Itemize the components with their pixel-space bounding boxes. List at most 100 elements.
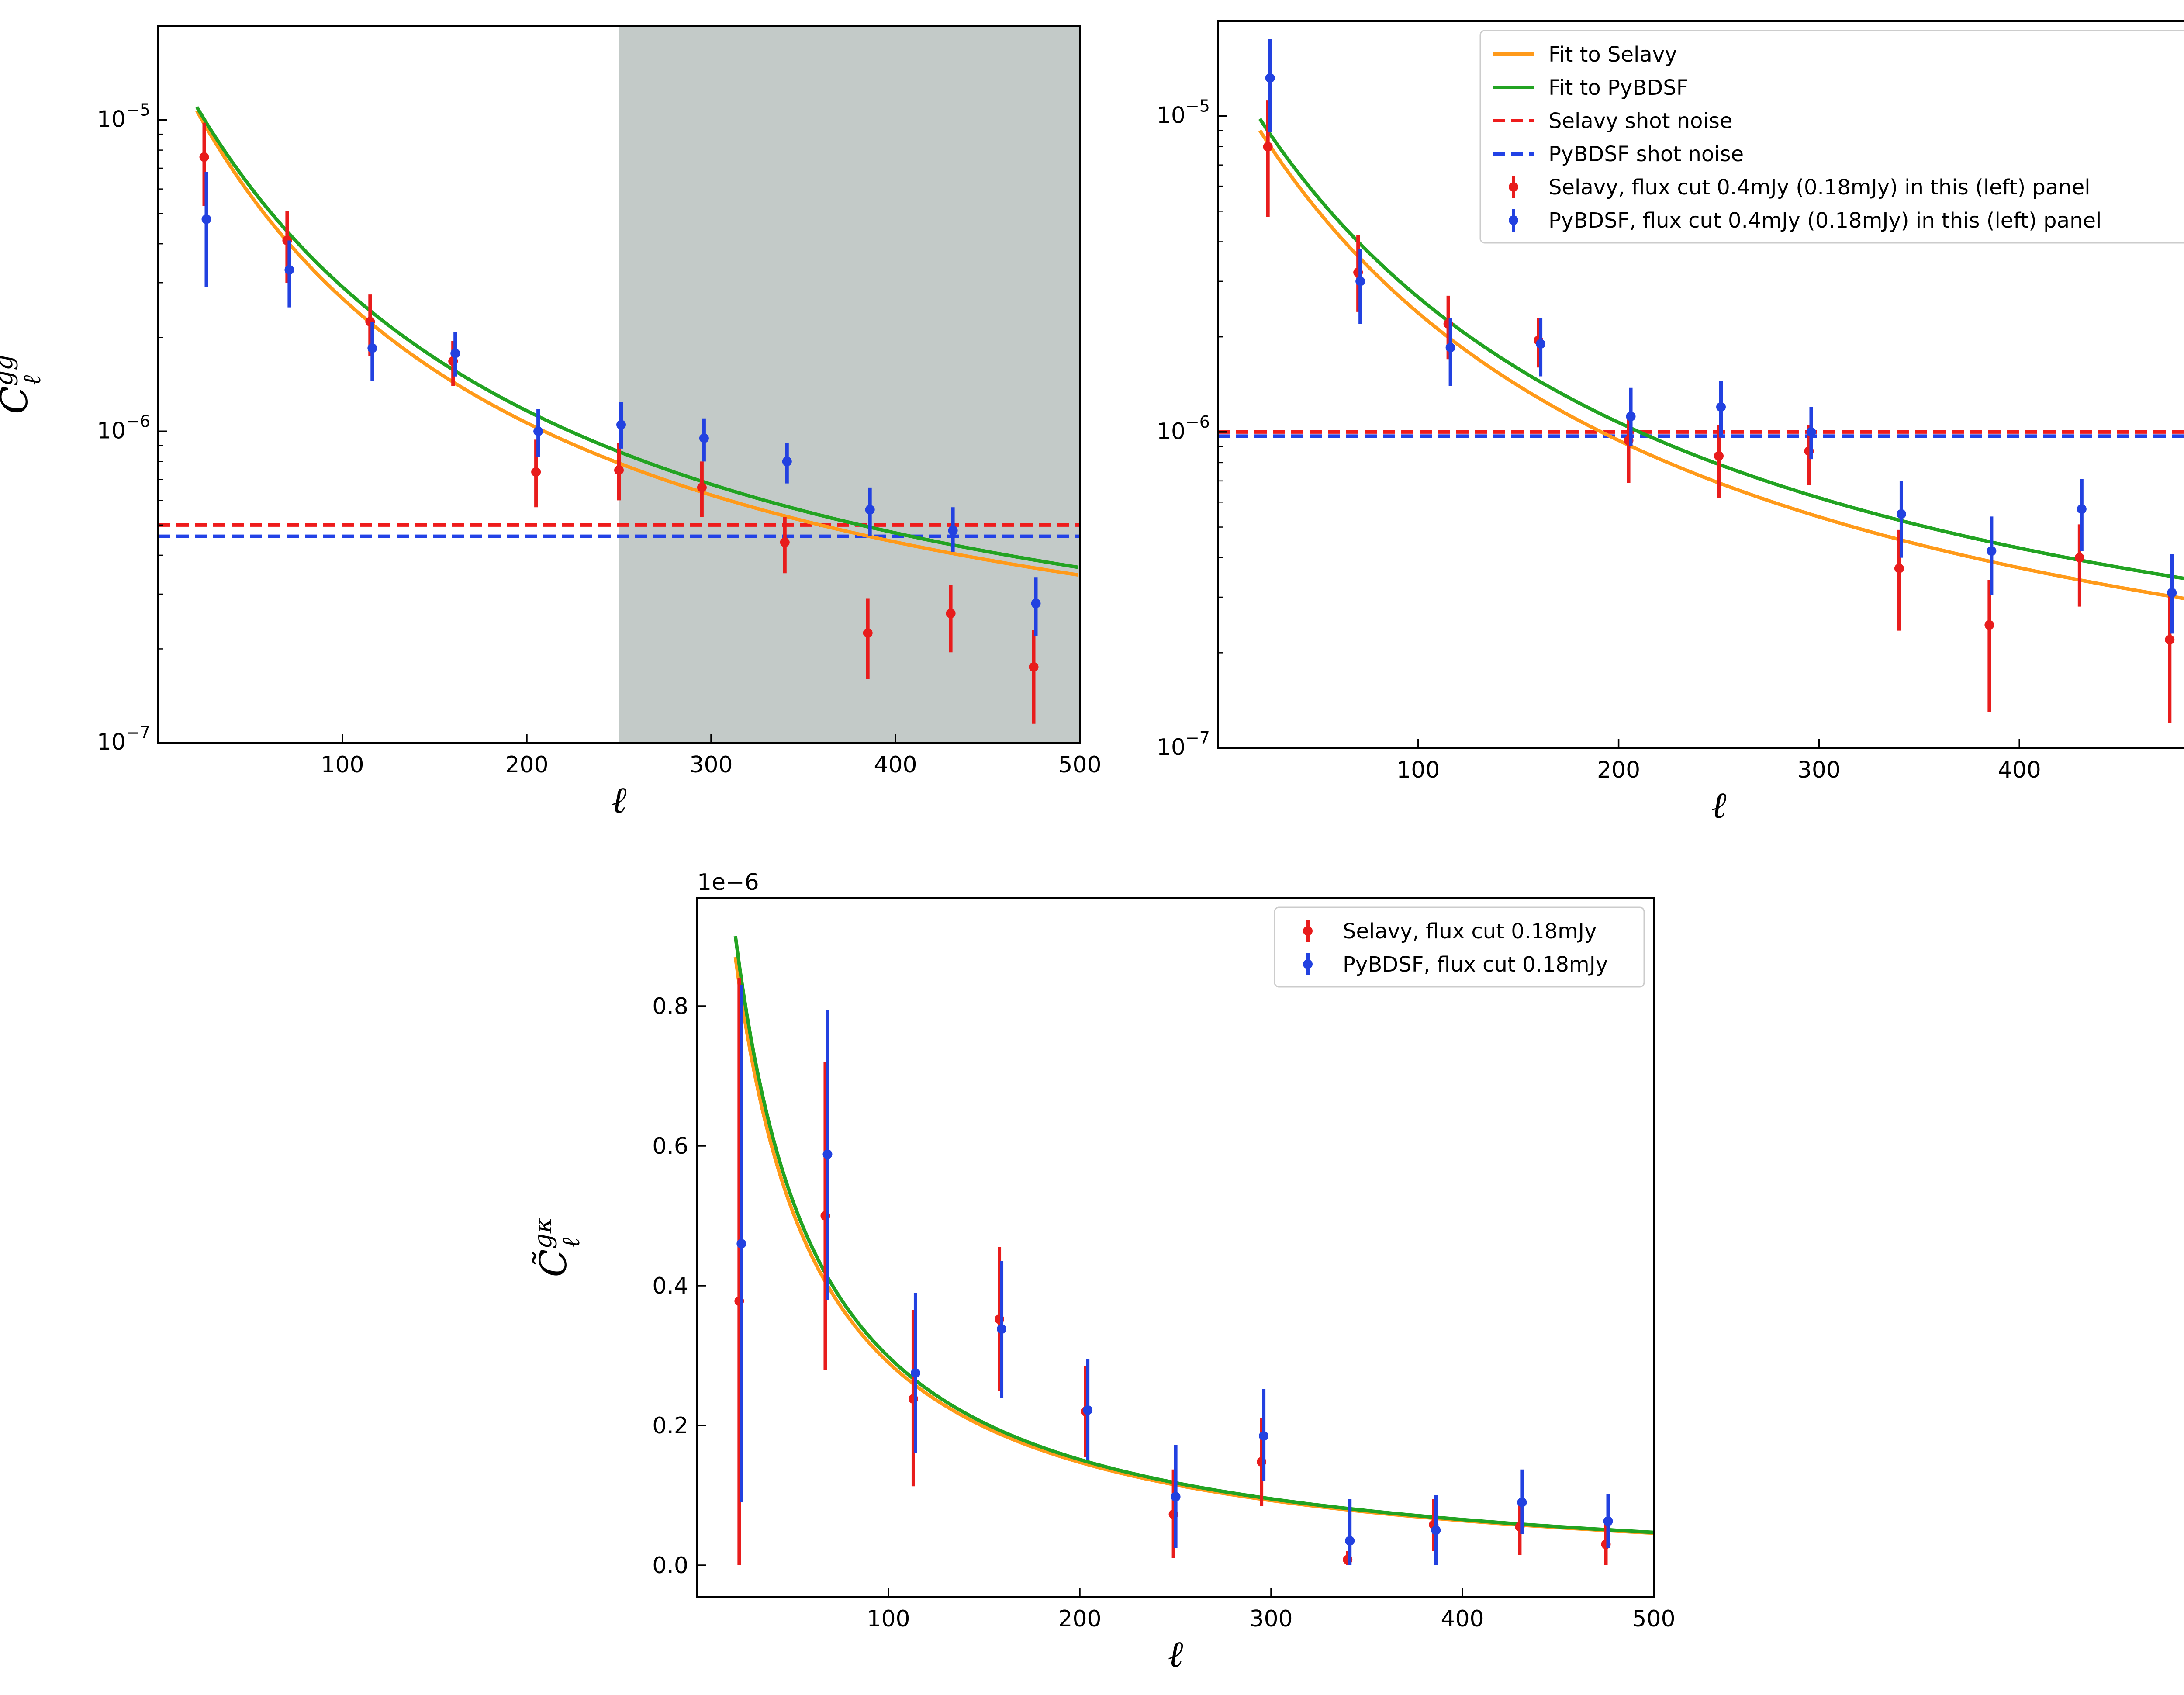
y-tick-exponent: −7 (126, 723, 150, 742)
fit-pybdsf-curve (1258, 118, 2184, 581)
pybdsf-point (533, 426, 543, 436)
plot-area (1218, 39, 2184, 723)
pybdsf-point (1626, 412, 1636, 422)
pybdsf-point (699, 433, 709, 443)
pybdsf-point (910, 1368, 920, 1378)
y-tick-label: 10−7 (1157, 728, 1210, 761)
legend: Selavy, flux cut 0.18mJy PyBDSF, flux cut… (1274, 906, 1645, 988)
plot-area (733, 936, 1654, 1565)
y-tick-label: 0.0 (652, 1553, 688, 1579)
x-tick-label: 300 (689, 752, 733, 778)
y-tick-exponent: −6 (126, 412, 150, 431)
plot-frame (157, 25, 1081, 744)
legend-item: Selavy shot noise (1493, 109, 1732, 133)
selavy-point (1263, 142, 1273, 152)
y-tick-label: 0.8 (652, 993, 688, 1020)
y-tick-exponent: −5 (126, 100, 150, 120)
y-label-base: C̃ (0, 386, 36, 414)
selavy-point (614, 465, 624, 475)
selavy-point (1894, 564, 1904, 574)
pybdsf-point (1806, 427, 1816, 437)
x-tick-label: 200 (505, 752, 548, 778)
legend-marker-swatch (1509, 182, 1518, 192)
legend-item: PyBDSF shot noise (1493, 142, 1744, 166)
legend-label: PyBDSF shot noise (1548, 142, 1744, 166)
x-tick-label: 300 (1249, 1606, 1292, 1632)
legend-label: Selavy, flux cut 0.18mJy (1343, 919, 1597, 944)
masked-region (619, 26, 1080, 743)
pybdsf-point (1259, 1431, 1269, 1441)
pybdsf-point (1536, 339, 1546, 349)
x-tick-label: 400 (874, 752, 917, 778)
x-axis-label: ℓ (1711, 784, 1727, 827)
selavy-point (1029, 662, 1039, 672)
y-tick-label: 10−6 (1157, 412, 1210, 445)
x-axis-label: ℓ (1168, 1633, 1183, 1675)
plot-frame (696, 897, 1655, 1598)
selavy-point (946, 609, 956, 619)
pybdsf-point (1171, 1492, 1181, 1502)
legend-marker-swatch (1303, 926, 1313, 936)
y-offset-text: 1e−6 (697, 869, 759, 896)
fit-pybdsf-curve (733, 936, 1654, 1534)
y-tick-exponent: −6 (1185, 412, 1210, 432)
pybdsf-point (450, 348, 460, 358)
y-label-subscript: ℓ (557, 1238, 585, 1248)
pybdsf-point (782, 457, 792, 467)
panel-bottom: 100 200 300 400 5000.00.20.40.60.81e−6ℓC̃gκℓ… (529, 869, 1676, 1675)
x-tick-label: 200 (1597, 757, 1640, 783)
legend-label: PyBDSF, flux cut 0.4mJy (0.18mJy) in thi… (1548, 208, 2101, 233)
y-tick-exponent: −7 (1185, 728, 1210, 747)
plot-area (158, 106, 1080, 724)
pybdsf-point (948, 526, 958, 536)
y-label-base: C̃ (532, 1249, 575, 1277)
pybdsf-point (1716, 402, 1726, 412)
legend-label: Selavy shot noise (1548, 109, 1732, 133)
y-tick-exponent: −5 (1185, 97, 1210, 116)
fit-selavy-curve (733, 957, 1654, 1535)
y-tick-label: 10−5 (97, 100, 150, 133)
pybdsf-point (1431, 1526, 1441, 1535)
y-label-superscript: gg (0, 355, 18, 386)
y-label-subscript: ℓ (18, 375, 46, 385)
pybdsf-point (822, 1149, 833, 1159)
pybdsf-point (1517, 1498, 1527, 1507)
legend-item: PyBDSF, flux cut 0.18mJy (1303, 952, 1608, 977)
selavy-point (863, 628, 873, 638)
y-tick-base: 10 (97, 729, 126, 755)
x-tick-label: 300 (1797, 757, 1841, 783)
fit-selavy-curve (195, 110, 1078, 577)
pybdsf-point (1355, 276, 1365, 286)
legend-item: Fit to PyBDSF (1493, 76, 1688, 100)
y-axis-label: C̃gκℓ (529, 1218, 585, 1277)
pybdsf-point (2167, 588, 2177, 598)
pybdsf-point (1265, 73, 1275, 83)
x-axis-label: ℓ (612, 778, 627, 821)
y-tick-label: 10−5 (1157, 97, 1210, 129)
legend-label: Fit to PyBDSF (1548, 76, 1688, 100)
legend-item: Selavy, flux cut 0.18mJy (1303, 919, 1597, 944)
x-tick-label: 200 (1058, 1606, 1101, 1632)
y-tick-label: 0.2 (652, 1413, 688, 1439)
pybdsf-point (284, 265, 294, 275)
legend-box (1479, 30, 2184, 244)
pybdsf-point (2077, 504, 2087, 514)
y-tick-base: 10 (1157, 419, 1185, 445)
y-label-superscript: gκ (529, 1218, 557, 1249)
legend-item: Selavy, flux cut 0.4mJy (0.18mJy) in thi… (1509, 175, 2091, 200)
fit-selavy-curve (1258, 129, 2184, 601)
selavy-point (2074, 553, 2084, 563)
y-tick-base: 10 (1157, 103, 1185, 129)
pybdsf-point (865, 505, 875, 515)
pybdsf-point (201, 214, 211, 224)
y-tick-base: 10 (97, 418, 126, 444)
pybdsf-point (1603, 1516, 1613, 1526)
legend-box (1274, 906, 1645, 988)
selavy-point (1984, 620, 1994, 630)
x-tick-label: 100 (867, 1606, 910, 1632)
x-tick-label: 500 (1058, 752, 1101, 778)
pybdsf-point (997, 1324, 1007, 1334)
